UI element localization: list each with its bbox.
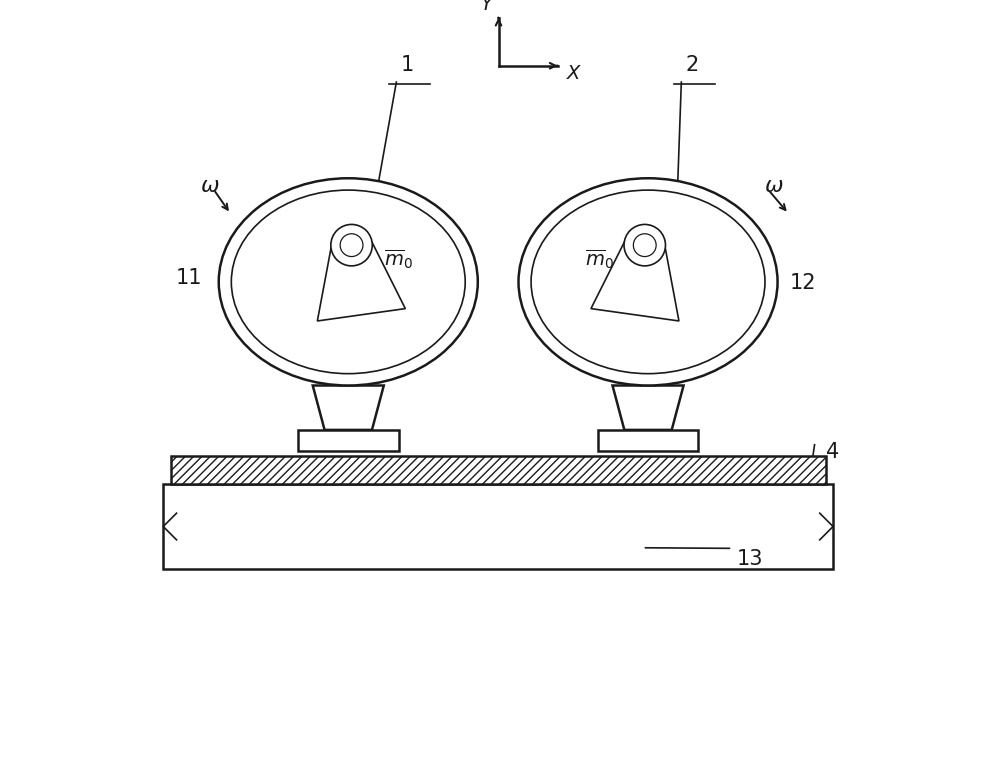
Text: 1: 1 <box>401 55 414 75</box>
Ellipse shape <box>519 178 778 386</box>
Bar <box>163 484 833 569</box>
Circle shape <box>624 224 665 266</box>
Polygon shape <box>313 386 384 430</box>
Text: $\omega$: $\omega$ <box>200 175 220 197</box>
Text: 12: 12 <box>790 274 817 293</box>
Text: $\overline{m}_0$: $\overline{m}_0$ <box>384 248 413 271</box>
Ellipse shape <box>219 178 478 386</box>
Text: $\omega$: $\omega$ <box>764 175 784 197</box>
Polygon shape <box>591 242 679 321</box>
Bar <box>171 456 826 484</box>
Bar <box>598 430 698 450</box>
Text: 11: 11 <box>176 268 202 288</box>
Text: 4: 4 <box>826 442 839 462</box>
Text: $\overline{m}_0$: $\overline{m}_0$ <box>585 248 614 271</box>
Text: Y: Y <box>481 0 493 14</box>
Text: X: X <box>567 64 581 82</box>
Text: 2: 2 <box>686 55 699 75</box>
Circle shape <box>331 224 372 266</box>
Text: 13: 13 <box>737 550 763 570</box>
Polygon shape <box>613 386 684 430</box>
Polygon shape <box>317 242 405 321</box>
Bar <box>298 430 399 450</box>
